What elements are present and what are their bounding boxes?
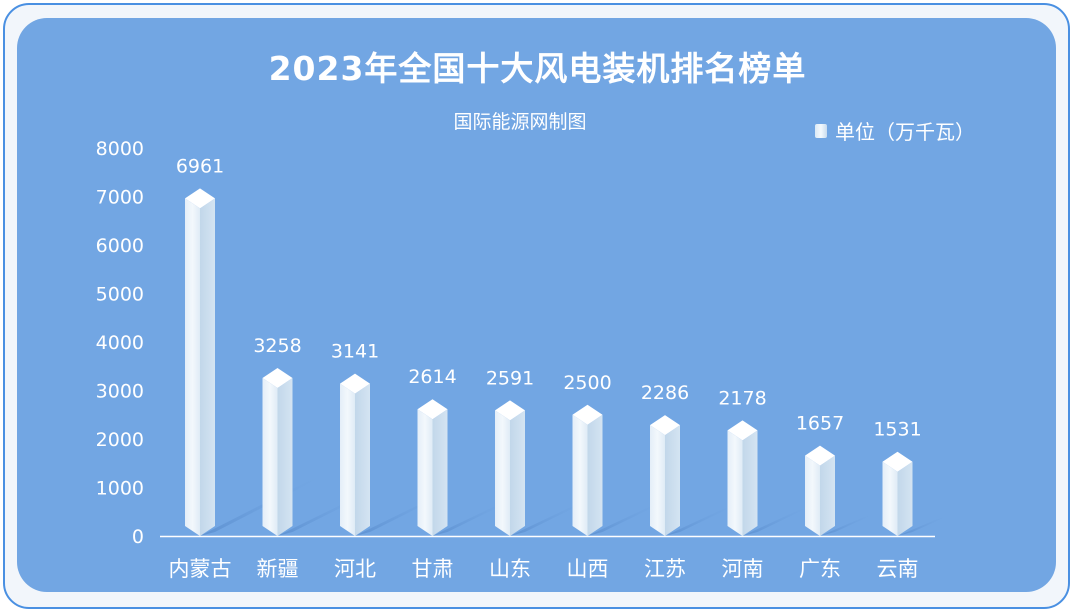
data-label: 2614 xyxy=(408,366,456,388)
bar xyxy=(185,188,215,537)
bar-right-face xyxy=(897,461,913,536)
bar xyxy=(495,400,525,536)
chart-subtitle: 国际能源网制图 xyxy=(453,111,587,133)
x-tick-label: 内蒙古 xyxy=(169,557,232,581)
bar-left-face xyxy=(495,410,510,536)
bar-top-cap xyxy=(262,367,293,388)
chart-title: 2023年全国十大风电装机排名榜单 xyxy=(268,49,807,88)
y-tick-label: 3000 xyxy=(96,381,144,403)
data-label: 3258 xyxy=(253,335,301,357)
x-tick-label: 云南 xyxy=(877,557,919,581)
bar-top-cap xyxy=(727,420,758,441)
y-tick-label: 7000 xyxy=(96,187,144,209)
bar xyxy=(805,445,835,536)
data-label: 6961 xyxy=(176,155,224,177)
bar-top-cap xyxy=(882,451,913,472)
x-tick-label: 江苏 xyxy=(644,557,686,581)
bar-left-face xyxy=(650,425,665,536)
legend: 单位（万千瓦） xyxy=(815,116,975,145)
bar-shadow xyxy=(587,499,670,536)
data-label: 3141 xyxy=(331,341,379,363)
bar-left-face xyxy=(340,383,355,536)
x-tick-label: 山西 xyxy=(567,557,609,581)
bar-top-cap xyxy=(185,188,215,209)
bar-top-cap xyxy=(340,373,370,394)
bar-left-face xyxy=(805,455,820,536)
bar xyxy=(340,373,370,536)
bar-right-face xyxy=(355,383,370,536)
bar-shadow xyxy=(665,502,741,536)
bar-shadow xyxy=(820,511,880,536)
x-tick-label: 甘肃 xyxy=(412,557,454,581)
bar-right-face xyxy=(587,414,603,536)
bar xyxy=(262,367,293,536)
x-tick-label: 河南 xyxy=(722,557,764,581)
bar-right-face xyxy=(200,198,215,537)
x-tick-label: 河北 xyxy=(334,557,376,581)
bar-left-face xyxy=(882,461,898,536)
bar-top-cap xyxy=(805,445,835,466)
bar-right-face xyxy=(742,430,758,536)
bar-right-face xyxy=(277,377,293,536)
data-label: 2500 xyxy=(563,372,611,394)
y-tick-label: 6000 xyxy=(96,235,144,257)
bar-top-cap xyxy=(650,415,680,436)
bar-top-cap xyxy=(572,404,603,425)
bar xyxy=(882,451,913,536)
x-tick-label: 新疆 xyxy=(257,557,299,581)
y-tick-label: 0 xyxy=(132,526,144,548)
bar-left-face xyxy=(185,198,200,537)
bar xyxy=(727,420,758,536)
bar-shadow xyxy=(897,513,954,536)
bar-right-face xyxy=(432,409,448,536)
bar-left-face xyxy=(727,430,743,536)
bar xyxy=(650,415,680,536)
data-label: 2178 xyxy=(718,387,766,409)
data-label: 2286 xyxy=(641,382,689,404)
x-tick-label: 广东 xyxy=(799,557,841,581)
bar-left-face xyxy=(572,414,588,536)
bar-right-face xyxy=(665,425,680,536)
y-tick-label: 2000 xyxy=(96,429,144,451)
x-tick-label: 山东 xyxy=(489,557,531,581)
bar-left-face xyxy=(262,377,278,536)
bar-top-cap xyxy=(495,400,525,421)
y-tick-label: 8000 xyxy=(96,138,144,160)
data-label: 1531 xyxy=(873,419,921,441)
bar-left-face xyxy=(417,409,433,536)
data-label: 1657 xyxy=(796,413,844,435)
bar xyxy=(572,404,603,536)
data-label: 2591 xyxy=(486,367,534,389)
y-tick-label: 5000 xyxy=(96,284,144,306)
y-tick-label: 4000 xyxy=(96,332,144,354)
legend-label: 单位（万千瓦） xyxy=(835,120,975,144)
bar-shadow xyxy=(742,504,816,536)
y-tick-label: 1000 xyxy=(96,478,144,500)
bar-right-face xyxy=(510,410,525,536)
bar-top-cap xyxy=(417,399,448,420)
bar xyxy=(417,399,448,536)
bar-right-face xyxy=(820,455,835,536)
legend-swatch-icon xyxy=(815,123,827,138)
